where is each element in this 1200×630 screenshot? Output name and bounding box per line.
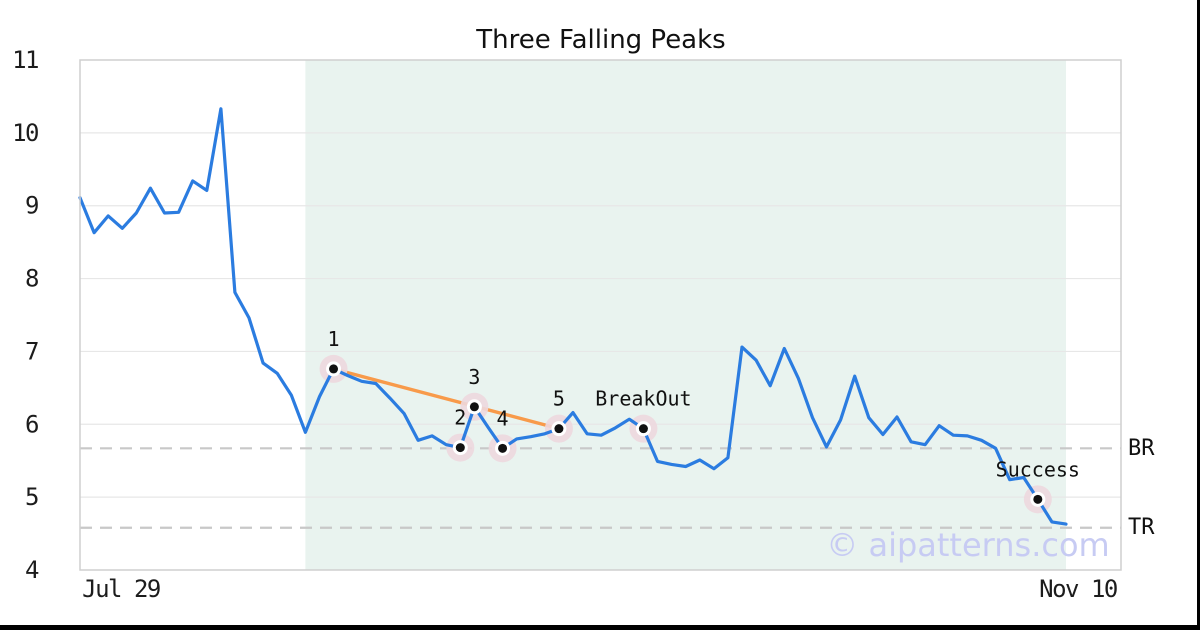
point-labels-group: 1 234 5 BreakOut Success	[328, 327, 1080, 481]
point-label-3: 3	[468, 365, 480, 389]
point-label-5: 5	[553, 387, 565, 411]
price-line	[78, 107, 1068, 526]
x-tick-label-start: Jul 29	[82, 575, 160, 603]
frame-right-bar	[1197, 0, 1200, 630]
point-marker-3	[469, 402, 479, 412]
y-tick-label: 9	[25, 192, 38, 220]
point-marker-2	[455, 443, 465, 453]
y-tick-labels-group: 4 5 6 7 8 9 10 11	[12, 46, 40, 584]
watermark: © aipatterns.com	[826, 526, 1109, 564]
point-marker-success	[1033, 494, 1043, 504]
level-label-br: BR	[1128, 436, 1155, 461]
highlight-region	[305, 60, 1066, 570]
point-marker-4	[498, 443, 508, 453]
level-labels-group: BR TR	[1128, 436, 1155, 540]
point-marker-breakout	[638, 424, 648, 434]
point-label-success: Success	[996, 457, 1080, 481]
y-tick-label: 11	[12, 46, 38, 74]
point-label-breakout: BreakOut	[595, 387, 691, 411]
chart-title: Three Falling Peaks	[475, 25, 725, 55]
frame-bottom-bar	[0, 625, 1200, 630]
x-tick-label-end: Nov 10	[1039, 575, 1117, 603]
point-markers-group	[326, 361, 1046, 507]
gridlines-group	[80, 132, 1121, 498]
point-marker-5	[554, 424, 564, 434]
y-tick-label: 8	[25, 265, 38, 293]
point-label-1: 1	[328, 327, 340, 351]
y-tick-label: 10	[12, 119, 38, 147]
plot-border	[79, 59, 1122, 571]
level-label-tr: TR	[1128, 515, 1155, 540]
trendline	[331, 367, 561, 431]
highlight-region-group	[305, 60, 1066, 570]
y-tick-label: 4	[25, 556, 39, 584]
point-label-4: 4	[497, 406, 509, 430]
price-line-group	[78, 107, 1068, 526]
y-tick-label: 6	[25, 410, 38, 438]
point-label-2: 2	[454, 406, 466, 430]
point-marker-1	[329, 364, 339, 374]
y-tick-label: 5	[25, 483, 38, 511]
y-tick-label: 7	[25, 337, 38, 365]
level-lines-group	[80, 447, 1121, 529]
trendline-group	[331, 367, 561, 431]
